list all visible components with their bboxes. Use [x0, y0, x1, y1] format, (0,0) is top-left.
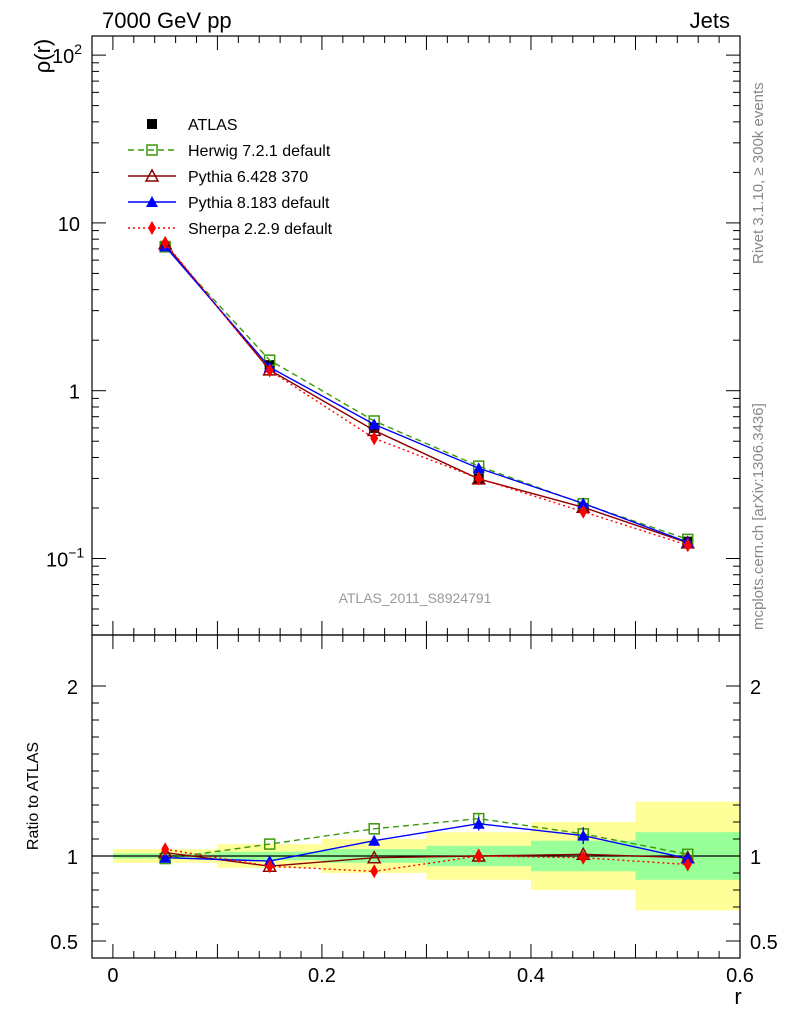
legend-marker — [146, 196, 158, 207]
x-tick-label: 0.2 — [308, 965, 336, 987]
ratio-data-point — [263, 838, 276, 850]
legend-label: ATLAS — [188, 117, 238, 134]
ratio-data-point — [161, 842, 170, 857]
ratio-data-point — [472, 817, 485, 829]
ratio-panel: 0.5 0.5 1 1 2 2 0 0.2 0.4 0.6 — [50, 634, 778, 987]
legend-marker — [144, 168, 160, 182]
ratio-data-point — [370, 864, 379, 879]
ratio-series-line — [165, 817, 688, 860]
ratio-data-point — [265, 859, 274, 874]
ratio-data-point — [159, 851, 172, 863]
data-point — [577, 497, 590, 509]
main-y-axis-label: ρ(r) — [30, 39, 55, 74]
series-0 — [160, 240, 693, 547]
data-point — [265, 363, 274, 378]
x-tick-label: 0 — [107, 965, 118, 987]
ratio-y-tick-label-right: 1 — [750, 847, 761, 869]
analysis-watermark: ATLAS_2011_S8924791 — [339, 590, 492, 606]
plot-title-left: 7000 GeV pp — [102, 8, 232, 33]
ratio-data-point — [474, 849, 483, 863]
data-point — [370, 431, 379, 446]
main-y-tick-label: 10 — [58, 214, 80, 236]
plot-title-right: Jets — [690, 8, 730, 33]
series-line — [164, 246, 688, 541]
series-2 — [157, 236, 696, 549]
rivet-version-label: Rivet 3.1.10, ≥ 300k events — [750, 82, 767, 264]
main-y-tick-label: 1 — [69, 382, 80, 404]
main-panel: 10−1 1 10 102 — [46, 35, 741, 636]
data-point — [368, 418, 381, 430]
ratio-y-tick-label: 0.5 — [50, 932, 78, 954]
legend-marker — [148, 221, 156, 235]
legend-marker — [147, 119, 157, 129]
legend-label: Herwig 7.2.1 default — [188, 143, 331, 160]
ratio-y-tick-label: 1 — [67, 847, 78, 869]
ratio-data-point — [368, 834, 381, 846]
series-line — [164, 242, 688, 546]
ratio-y-axis-label: Ratio to ATLAS — [25, 742, 42, 850]
data-point — [474, 471, 483, 486]
ratio-y-tick-label: 2 — [67, 677, 78, 699]
series-line — [164, 245, 688, 543]
ratio-series-line — [165, 851, 688, 867]
data-point — [579, 504, 588, 519]
data-point — [472, 462, 485, 474]
ratio-data-point — [366, 850, 382, 864]
data-point — [683, 538, 692, 553]
legend: ATLAS Herwig 7.2.1 default Pythia 6.428 37… — [128, 117, 333, 238]
ratio-data-point — [683, 857, 692, 872]
legend-label: Sherpa 2.2.9 default — [188, 221, 333, 238]
legend-label: Pythia 8.183 default — [188, 195, 330, 212]
series-line — [164, 243, 688, 544]
legend-label: Pythia 6.428 370 — [188, 169, 308, 186]
ratio-y-tick-label-right: 2 — [750, 677, 761, 699]
legend-marker — [146, 144, 158, 156]
series-3 — [159, 240, 694, 548]
ratio-series-3 — [161, 842, 692, 879]
ratio-y-tick-label-right: 0.5 — [750, 932, 778, 954]
ratio-series-line — [165, 822, 688, 862]
ratio-data-point — [368, 823, 380, 835]
x-tick-label: 0.6 — [726, 965, 754, 987]
x-axis-label: r — [734, 984, 741, 1009]
series-1 — [159, 241, 694, 546]
data-point — [161, 235, 170, 250]
mcplots-reference-label: mcplots.cern.ch [arXiv:1306.3436] — [750, 403, 767, 630]
ratio-data-point — [579, 850, 588, 865]
series-4 — [161, 235, 692, 553]
x-tick-label: 0.4 — [517, 965, 545, 987]
main-y-tick-label: 102 — [52, 41, 82, 68]
main-y-tick-label: 10−1 — [46, 544, 84, 571]
ratio-data-point — [577, 829, 590, 841]
ratio-series-2 — [159, 816, 694, 867]
ratio-plot-frame — [91, 634, 741, 959]
